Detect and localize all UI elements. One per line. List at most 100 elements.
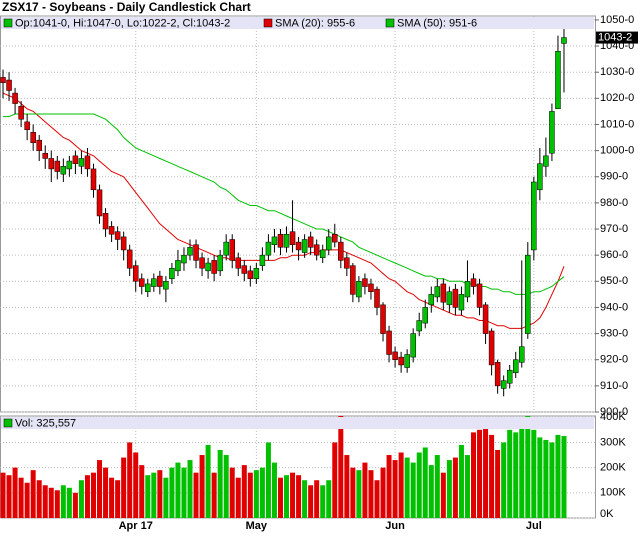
volume-bar bbox=[314, 480, 320, 518]
candle-body bbox=[356, 281, 362, 298]
volume-bar bbox=[139, 465, 145, 518]
volume-bar bbox=[296, 475, 302, 518]
volume-bar bbox=[549, 442, 555, 518]
volume-bar bbox=[543, 439, 549, 518]
candle-body bbox=[452, 288, 459, 308]
volume-bar bbox=[30, 470, 36, 518]
volume-bar bbox=[211, 472, 217, 518]
y-tick-label: 980-0 bbox=[600, 197, 628, 209]
candle-body bbox=[36, 139, 42, 151]
candle-body bbox=[374, 288, 380, 308]
volume-bar bbox=[205, 444, 211, 518]
candle-body bbox=[84, 155, 91, 170]
sma-line bbox=[2, 92, 565, 329]
volume-bar bbox=[235, 477, 241, 518]
candle-body bbox=[344, 257, 350, 269]
candle-body bbox=[368, 283, 374, 293]
volume-bar bbox=[537, 437, 543, 518]
y-tick-label: 920-0 bbox=[600, 354, 628, 366]
volume-bar bbox=[60, 485, 66, 518]
candle-body bbox=[301, 239, 308, 253]
candle-body bbox=[289, 231, 296, 245]
volume-bar bbox=[338, 416, 344, 518]
volume-bar bbox=[362, 462, 368, 518]
y-tick-label: 900-0 bbox=[600, 406, 628, 418]
volume-bar bbox=[483, 427, 489, 518]
y-tick-label: 950-0 bbox=[600, 275, 628, 287]
candle-body bbox=[392, 351, 398, 360]
legend-label: SMA (20): 955-6 bbox=[275, 17, 355, 29]
candle-body bbox=[72, 155, 79, 164]
candle-body bbox=[145, 283, 151, 293]
candle-body bbox=[531, 181, 537, 251]
legend-bar bbox=[1, 417, 594, 429]
candle-body bbox=[42, 152, 48, 159]
volume-bar bbox=[66, 487, 72, 518]
volume-bar bbox=[320, 485, 326, 518]
volume-bar bbox=[145, 475, 151, 518]
sma-line bbox=[3, 113, 565, 295]
volume-bar bbox=[458, 444, 464, 518]
volume-bar bbox=[12, 467, 18, 518]
y-tick-label: 1050-0 bbox=[600, 14, 634, 26]
volume-bar bbox=[259, 467, 265, 518]
candle-body bbox=[428, 294, 435, 306]
volume-tick-label: 400K bbox=[600, 411, 626, 423]
volume-bar bbox=[561, 436, 567, 518]
legend-swatch bbox=[3, 18, 13, 28]
volume-tick-label: 300K bbox=[600, 436, 626, 448]
candle-body bbox=[277, 234, 284, 248]
volume-bar bbox=[265, 442, 271, 518]
volume-bar bbox=[217, 450, 223, 518]
volume-bar bbox=[464, 455, 470, 518]
candle-body bbox=[157, 275, 163, 287]
volume-bar bbox=[84, 475, 90, 518]
candle-body bbox=[476, 283, 483, 308]
candle-body bbox=[362, 278, 368, 287]
volume-bar bbox=[169, 467, 175, 518]
volume-bar bbox=[42, 485, 48, 518]
volume-bar bbox=[326, 480, 332, 518]
candle-body bbox=[66, 160, 73, 170]
volume-bar bbox=[489, 434, 495, 518]
candle-body bbox=[12, 92, 18, 104]
volume-bar bbox=[48, 487, 54, 518]
x-tick-label: Jul bbox=[526, 520, 542, 532]
candle-body bbox=[313, 244, 320, 256]
y-tick-label: 1020-0 bbox=[600, 92, 634, 104]
volume-bar bbox=[525, 416, 531, 518]
candle-body bbox=[265, 241, 272, 256]
candle-body bbox=[325, 236, 332, 251]
candle-body bbox=[434, 286, 441, 298]
candle-body bbox=[319, 249, 326, 259]
volume-bar bbox=[187, 460, 193, 518]
candle-body bbox=[543, 155, 549, 167]
candle-body bbox=[217, 254, 223, 272]
candle-body bbox=[211, 260, 217, 274]
volume-bar bbox=[121, 457, 127, 518]
candle-body bbox=[78, 158, 85, 167]
legend-swatch bbox=[263, 18, 273, 28]
volume-bar bbox=[410, 462, 416, 518]
y-tick-label: 970-0 bbox=[600, 223, 628, 235]
volume-bar bbox=[398, 452, 404, 518]
volume-bar bbox=[440, 472, 446, 518]
volume-bar bbox=[555, 434, 561, 518]
candle-body bbox=[488, 330, 495, 366]
candle-body bbox=[561, 37, 567, 44]
y-tick-label: 1030-0 bbox=[600, 66, 634, 78]
candle-body bbox=[48, 158, 55, 170]
candle-body bbox=[494, 362, 501, 387]
volume-bar bbox=[452, 457, 458, 518]
y-tick-label: 990-0 bbox=[600, 171, 628, 183]
candle-body bbox=[187, 247, 193, 256]
volume-legend: Vol: 325,557 bbox=[15, 417, 76, 429]
candle-body bbox=[120, 236, 127, 251]
candle-body bbox=[193, 244, 199, 261]
legend-swatch bbox=[3, 418, 13, 428]
volume-bar bbox=[380, 467, 386, 518]
candle-body bbox=[446, 291, 453, 306]
volume-bar bbox=[531, 429, 537, 518]
candle-body bbox=[139, 278, 145, 287]
volume-bar bbox=[193, 472, 199, 518]
